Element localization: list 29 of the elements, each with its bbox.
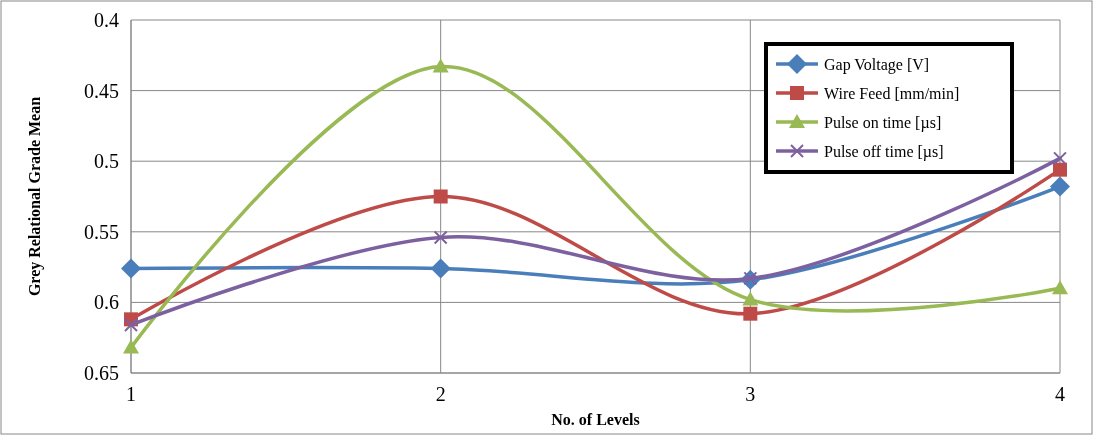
point	[430, 258, 451, 279]
point	[1050, 176, 1070, 197]
y-tick-label: 0.6	[94, 291, 119, 314]
y-tick-label: 0.5	[94, 150, 119, 173]
y-axis-title: Grey Relational Grade Mean	[26, 96, 44, 297]
y-tick-label: 0.65	[84, 362, 119, 384]
x-axis-title: No. of Levels	[551, 411, 640, 428]
point	[1053, 151, 1067, 166]
y-tick-label: 0.55	[84, 220, 119, 243]
point	[433, 189, 448, 204]
point	[1052, 280, 1068, 295]
y-tick-label: 0.45	[84, 79, 119, 102]
legend-label: Wire Feed [mm/min]	[824, 84, 960, 102]
x-tick-label: 2	[435, 383, 446, 405]
y-tick-label: 0.4	[94, 9, 119, 31]
x-tick-label: 4	[1055, 383, 1065, 405]
legend-label: Pulse on time [µs]	[824, 113, 942, 132]
legend-label: Gap Voltage [V]	[824, 55, 930, 74]
point	[1053, 162, 1067, 177]
x-tick-label: 1	[126, 383, 136, 405]
point	[124, 317, 138, 332]
point	[433, 230, 448, 245]
point	[123, 339, 139, 354]
point	[743, 306, 758, 321]
point	[742, 291, 759, 306]
legend-label: Pulse off time [µs]	[824, 142, 944, 161]
point	[121, 258, 141, 279]
x-tick-label: 3	[745, 383, 756, 405]
point	[432, 58, 449, 73]
